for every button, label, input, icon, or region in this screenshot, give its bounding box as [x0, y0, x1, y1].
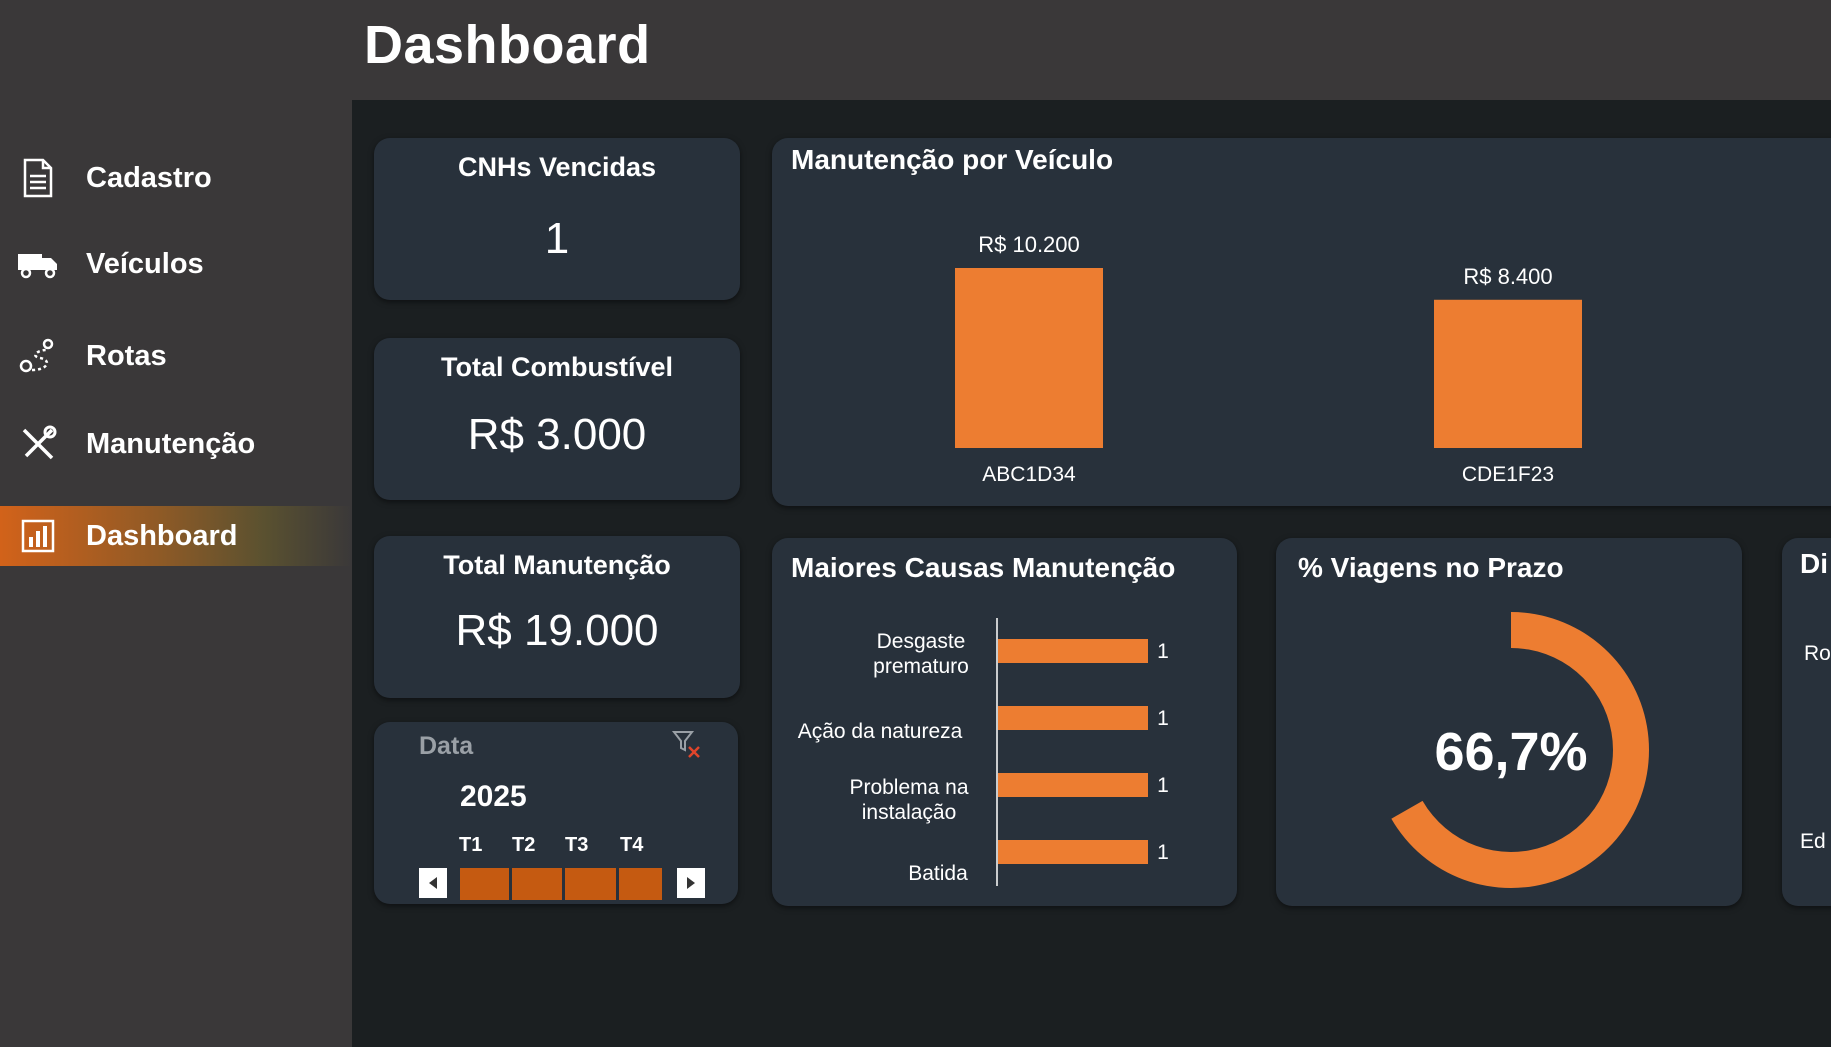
quarter-block-t4[interactable] [619, 868, 662, 900]
bar [998, 706, 1148, 730]
kpi-title: Total Combustível [440, 352, 674, 382]
kpi-card-manutencao: Total Manutenção R$ 19.000 [374, 536, 740, 698]
sidebar-item-manutencao[interactable]: Manutenção [0, 414, 352, 474]
kpi-card-cnh: CNHs Vencidas 1 [374, 138, 740, 300]
bar [998, 639, 1148, 663]
slicer-label: Data [419, 732, 474, 760]
kpi-title: Total Manutenção [443, 550, 671, 580]
quarter-block-t2[interactable] [512, 868, 562, 900]
kpi-value: 1 [544, 214, 570, 263]
partial-card-label: Ed [1800, 830, 1826, 853]
bar [1434, 299, 1582, 448]
causes-bar-chart: 1 Desgaste prematuro 1 Ação da natureza 1 Prob… [798, 618, 1169, 886]
page-title: Dashboard [364, 15, 651, 75]
category-label: Batida [908, 862, 968, 885]
category-label: Problema na instalação [849, 776, 968, 824]
chart-card-vehicle: Manutenção por Veículo [772, 138, 1831, 506]
category-label: Ação da natureza [798, 720, 963, 743]
chevron-left-icon [429, 877, 437, 889]
quarter-label: T1 [459, 834, 483, 856]
slicer-year: 2025 [460, 780, 527, 813]
category-label: Desgaste prematuro [873, 630, 969, 678]
slicer-prev-button[interactable] [419, 868, 447, 898]
data-label: 1 [1157, 640, 1169, 663]
tools-icon [16, 422, 60, 466]
vehicle-bar-chart: R$ 10.200 ABC1D34 R$ 8.400 CDE1F23 [955, 232, 1582, 486]
quarter-block-t1[interactable] [460, 868, 509, 900]
bar [998, 773, 1148, 797]
partial-card-label: Ro [1804, 642, 1831, 665]
kpi-value: R$ 3.000 [467, 410, 647, 459]
chart-title: Maiores Causas Manutenção [791, 552, 1176, 583]
kpi-title: CNHs Vencidas [457, 152, 657, 182]
category-label: CDE1F23 [1462, 463, 1554, 486]
document-icon [16, 156, 60, 200]
bar-chart-icon [16, 514, 60, 558]
sidebar-item-label: Rotas [86, 339, 167, 372]
sidebar: Cadastro Veículos Rotas Manutenção Dashb… [0, 0, 352, 1047]
data-label: 1 [1157, 707, 1169, 730]
data-label: 1 [1157, 841, 1169, 864]
data-label: R$ 10.200 [978, 232, 1080, 257]
sidebar-item-veiculos[interactable]: Veículos [0, 234, 352, 294]
route-icon [16, 334, 60, 378]
truck-icon [16, 242, 60, 286]
sidebar-item-label: Manutenção [86, 427, 256, 460]
clear-filter-icon[interactable] [670, 728, 704, 762]
kpi-card-combustivel: Total Combustível R$ 3.000 [374, 338, 740, 500]
sidebar-item-label: Cadastro [86, 161, 212, 194]
partial-card-title: Di [1800, 548, 1828, 579]
bar [998, 840, 1148, 864]
chart-title: Manutenção por Veículo [791, 144, 1114, 175]
quarter-block-t3[interactable] [565, 868, 616, 900]
kpi-value: R$ 19.000 [455, 606, 659, 655]
sidebar-item-rotas[interactable]: Rotas [0, 326, 352, 386]
header-bar [352, 0, 1831, 100]
category-label: ABC1D34 [982, 463, 1076, 486]
bar [955, 268, 1103, 448]
sidebar-item-label: Dashboard [86, 519, 238, 552]
sidebar-item-dashboard[interactable]: Dashboard [0, 506, 352, 566]
chart-card-ontime: % Viagens no Prazo [1276, 538, 1742, 906]
quarter-label: T3 [565, 834, 589, 856]
data-label: 1 [1157, 774, 1169, 797]
partial-card: Di Ro Ed [1782, 538, 1831, 906]
sidebar-item-cadastro[interactable]: Cadastro [0, 148, 352, 208]
center-label: 66,7% [1434, 722, 1587, 782]
ontime-donut-chart: 66,7% [1391, 612, 1649, 888]
sidebar-item-label: Veículos [86, 247, 204, 280]
chart-title: % Viagens no Prazo [1298, 552, 1564, 583]
chevron-right-icon [687, 877, 695, 889]
quarter-label: T4 [620, 834, 644, 856]
data-label: R$ 8.400 [1463, 264, 1552, 289]
slicer-next-button[interactable] [677, 868, 705, 898]
quarter-label: T2 [512, 834, 536, 856]
